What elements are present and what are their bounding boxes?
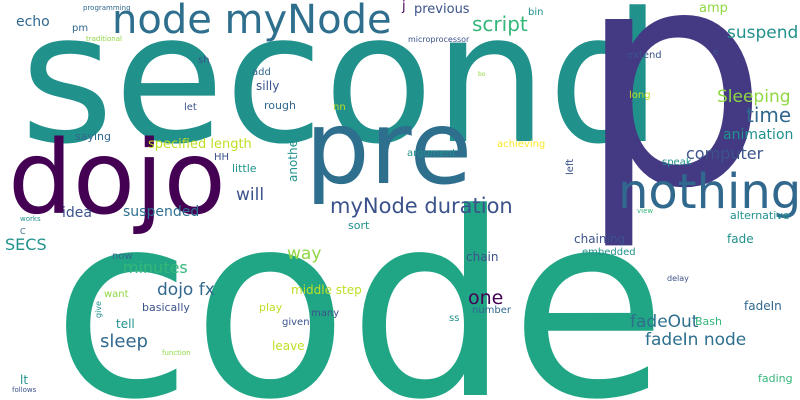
word-bin: bin	[528, 7, 544, 18]
word-e: e	[713, 47, 720, 58]
word-works: works	[20, 215, 41, 223]
word-traditional: traditional	[86, 35, 122, 43]
word-time: time	[746, 103, 792, 127]
word-add: add	[252, 67, 271, 78]
word-nn: nn	[333, 102, 346, 113]
word-fading: fadeIn	[744, 299, 782, 313]
word-ss: ss	[449, 313, 460, 324]
word-specified-length: specified length	[148, 137, 252, 152]
word-bo: bo	[478, 71, 486, 78]
word-rough: rough	[264, 99, 296, 112]
word-dojo-fx: dojo fx	[157, 280, 215, 300]
word-c: C	[20, 227, 26, 236]
word-leave: chain	[466, 250, 499, 264]
word-chaining: fade	[727, 232, 754, 246]
word-embedded: function	[162, 349, 191, 357]
word-j: j	[402, 0, 406, 14]
word-little: little	[232, 162, 257, 175]
word-let: let	[184, 102, 197, 113]
word-fadein-node: fadeIn node	[645, 330, 747, 350]
word-number: number	[472, 305, 512, 316]
word-long: long	[629, 90, 651, 101]
word-pm: pm	[72, 23, 89, 34]
word-want: want	[104, 289, 129, 300]
word-delay: delay	[667, 274, 689, 283]
word-will: will	[236, 185, 265, 205]
word-fadein: Bash	[695, 315, 722, 328]
word-tell: many	[311, 308, 340, 319]
word-now: now	[112, 251, 133, 262]
word-suspended: suspended	[123, 204, 200, 220]
word-speak: left	[565, 158, 576, 175]
word-mynode-duration: myNode duration	[330, 194, 513, 218]
word-achieving: sort	[348, 219, 370, 232]
word-many: given	[282, 317, 310, 328]
word-saying: saying	[75, 130, 111, 143]
word-middle-step: tell	[116, 317, 135, 331]
word-sh: sh	[198, 55, 210, 66]
word-sleeping: Sleeping	[717, 87, 791, 107]
word-secs: SECS	[5, 235, 47, 254]
word-node-mynode: node myNode	[112, 0, 392, 43]
word-give: give	[94, 301, 103, 318]
word-given: play	[259, 301, 283, 314]
word-lt: embedded	[582, 247, 636, 258]
word-dojo: dojo	[8, 119, 226, 238]
word-computer: computer	[686, 144, 764, 163]
word-previous: previous	[414, 2, 470, 17]
word-argument: achieving	[497, 139, 546, 150]
word-pre: pre	[305, 89, 473, 208]
word-one: one	[468, 287, 504, 309]
word-sleep: sleep	[100, 331, 148, 352]
word-basically: basically	[142, 301, 190, 314]
word-sort: speak	[662, 157, 692, 168]
word-fadeout: fadeOut	[630, 312, 699, 332]
word-script: script	[472, 12, 528, 36]
word-play: middle step	[291, 283, 362, 297]
word-suspend: suspend	[727, 23, 799, 43]
word-amp: amp	[699, 1, 728, 16]
word-second: second	[20, 0, 662, 184]
word-idea: idea	[62, 205, 92, 221]
word-way: way	[287, 244, 322, 264]
word-silly: silly	[256, 79, 280, 93]
word-view: follows	[12, 386, 37, 394]
word-chain: chaining	[574, 232, 626, 246]
word-p: p	[578, 0, 769, 254]
word-follows: lt	[20, 373, 29, 387]
word-minutes: minutes	[123, 258, 188, 277]
word-programming: programming	[83, 4, 131, 12]
word-echo: echo	[16, 14, 50, 30]
word-alternative: view	[637, 207, 654, 215]
word-nothing: nothing	[618, 164, 800, 220]
word-animation: animation	[723, 127, 794, 143]
word-code: code	[52, 159, 667, 400]
word-fade: alternative	[730, 209, 790, 222]
word-bash: fading	[758, 372, 793, 385]
word-left: argument	[407, 148, 456, 159]
word-hh: HH	[214, 152, 230, 163]
word-function: leave	[272, 339, 305, 353]
word-another: another	[286, 135, 300, 182]
word-extend: extend	[627, 50, 662, 61]
word-microprocessor: microprocessor	[408, 35, 470, 44]
